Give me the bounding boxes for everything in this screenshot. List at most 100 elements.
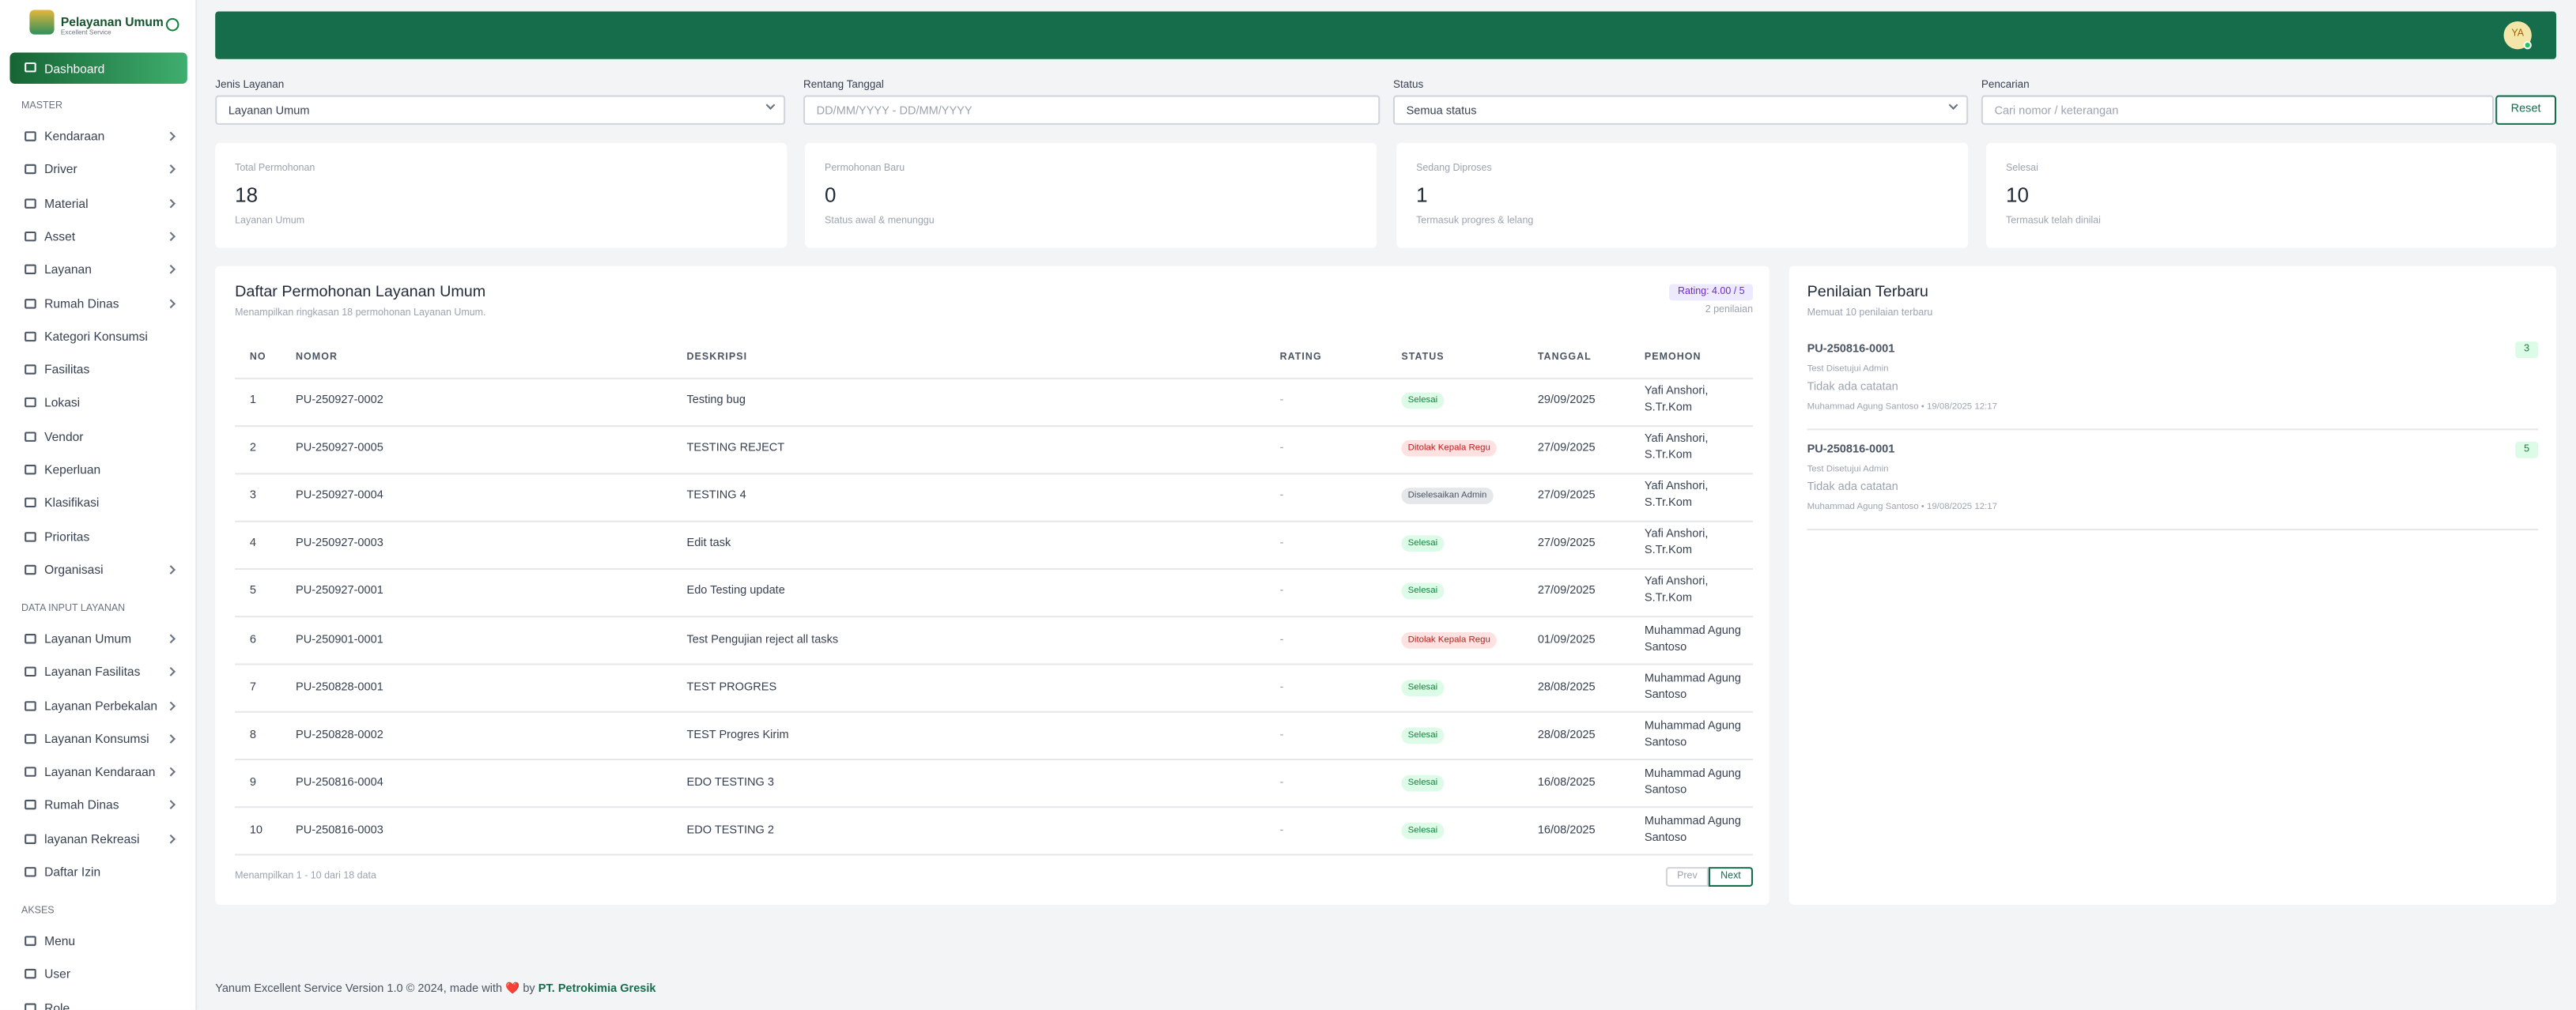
cell-deskripsi: TEST Progres Kirim — [686, 729, 789, 741]
chevron — [166, 198, 176, 208]
nav-label: Klasifikasi — [44, 496, 100, 511]
cell-nomor: PU-250901-0001 — [296, 634, 383, 646]
cell-no: 8 — [249, 729, 256, 741]
filter-value: Layanan Umum — [228, 104, 310, 117]
footer-link[interactable]: PT. Petrokimia Gresik — [538, 983, 656, 996]
cell-no: 5 — [249, 586, 256, 598]
cell-no: 7 — [249, 681, 256, 694]
nav-item[interactable]: layanan Rekreasi — [9, 823, 187, 853]
nav-item[interactable]: Rumah Dinas — [9, 288, 187, 318]
cell-deskripsi: Edo Testing update — [686, 586, 785, 598]
nav-item[interactable]: Layanan Umum — [9, 624, 187, 653]
nav-label: Layanan Kendaraan — [44, 764, 156, 780]
stat-note: Termasuk progres & lelang — [1416, 217, 1534, 227]
column-header: NOMOR — [296, 352, 338, 364]
nav-item[interactable]: Kendaraan — [9, 122, 187, 151]
stat-note: Termasuk telah dinilai — [2005, 217, 2101, 227]
nav-item[interactable]: Layanan — [9, 254, 187, 284]
nav-item[interactable]: Material — [9, 188, 187, 217]
nav-icon — [25, 331, 36, 341]
filter-input[interactable]: Semua status — [1392, 95, 1969, 125]
filter-label: Pencarian — [1981, 79, 2030, 92]
row-rule — [235, 759, 1754, 761]
nav-icon — [25, 498, 36, 508]
nav-item[interactable]: Vendor — [9, 421, 187, 450]
filter-input[interactable]: Cari nomor / keterangan — [1981, 95, 2495, 125]
nav-item[interactable]: Layanan Perbekalan — [9, 691, 187, 720]
nav-label: Kendaraan — [44, 129, 105, 144]
collapse-button[interactable] — [165, 17, 179, 32]
nav-icon — [25, 198, 36, 209]
nav-label: Layanan Konsumsi — [44, 731, 149, 746]
nav-label: Organisasi — [44, 562, 104, 578]
nav-item[interactable]: Driver — [9, 155, 187, 184]
rating-rule — [1807, 428, 2539, 431]
nav-icon — [25, 264, 36, 275]
nav-item[interactable]: Organisasi — [9, 555, 187, 584]
cell-tanggal: 01/09/2025 — [1537, 634, 1596, 646]
chevron — [765, 100, 776, 110]
column-header: TANGGAL — [1537, 352, 1592, 364]
nav-item[interactable]: Role — [9, 993, 187, 1010]
filter-label: Rentang Tanggal — [803, 79, 884, 92]
status-badge: Selesai — [1401, 535, 1445, 552]
cell-rating: - — [1279, 777, 1284, 789]
filter-input[interactable]: Layanan Umum — [215, 95, 786, 125]
nav-item[interactable]: Daftar Izin — [9, 857, 187, 887]
nav-label: Layanan Fasilitas — [44, 664, 141, 680]
cell-tanggal: 27/09/2025 — [1537, 538, 1596, 550]
status-badge: Selesai — [1401, 726, 1445, 744]
cell-no: 1 — [249, 394, 256, 407]
nav-item[interactable]: Layanan Konsumsi — [9, 724, 187, 753]
column-header: STATUS — [1401, 352, 1445, 364]
footer-text: Yanum Excellent Service Version 1.0 © 20… — [215, 983, 535, 996]
chevron — [166, 164, 176, 175]
nav-item[interactable]: Asset — [9, 221, 187, 251]
cell-rating: - — [1279, 824, 1284, 837]
filter-input[interactable]: DD/MM/YYYY - DD/MM/YYYY — [803, 95, 1381, 125]
nav-item[interactable]: Prioritas — [9, 522, 187, 551]
nav-item[interactable]: Klasifikasi — [9, 488, 187, 518]
cell-rating: - — [1279, 729, 1284, 741]
rating-score: 3 — [2515, 341, 2539, 358]
nav-item[interactable]: Layanan Kendaraan — [9, 757, 187, 786]
nav-label: User — [44, 967, 71, 982]
reset-button[interactable]: Reset — [2495, 95, 2557, 125]
nav-icon — [25, 969, 36, 979]
next-button[interactable]: Next — [1708, 867, 1754, 888]
nav-item[interactable]: Kategori Konsumsi — [9, 322, 187, 351]
nav-item[interactable]: Fasilitas — [9, 355, 187, 384]
nav-label: Dashboard — [44, 60, 105, 76]
chevron — [166, 634, 176, 643]
status-badge: Selesai — [1401, 822, 1445, 839]
status-badge: Selesai — [1401, 392, 1445, 409]
filter-label: Jenis Layanan — [215, 79, 285, 92]
nav-item[interactable]: Rumah Dinas — [9, 790, 187, 820]
prev-button[interactable]: Prev — [1665, 867, 1709, 888]
nav-icon — [25, 767, 36, 777]
cell-nomor: PU-250927-0004 — [296, 490, 383, 503]
status-badge: Selesai — [1401, 583, 1445, 601]
nav-item[interactable]: Layanan Fasilitas — [9, 658, 187, 687]
nav-item[interactable]: Menu — [9, 926, 187, 955]
nav-item[interactable]: User — [9, 959, 187, 989]
nav-icon — [25, 700, 36, 710]
status-badge: Diselesaikan Admin — [1401, 488, 1494, 505]
nav-active[interactable]: Dashboard — [9, 52, 187, 84]
nav-item[interactable]: Keperluan — [9, 455, 187, 484]
nav-item[interactable]: Lokasi — [9, 388, 187, 417]
row-rule — [235, 854, 1754, 857]
stat-label: Selesai — [2005, 164, 2038, 175]
row-rule — [235, 520, 1754, 522]
cell-tanggal: 28/08/2025 — [1537, 681, 1596, 694]
nav-icon — [25, 531, 36, 541]
chevron — [166, 667, 176, 677]
nav-icon — [25, 364, 36, 375]
nav-label: Material — [44, 195, 89, 211]
nav-section: AKSES — [21, 906, 55, 917]
card-title: Penilaian Terbaru — [1807, 283, 1928, 302]
brand: Pelayanan Umum — [60, 14, 164, 30]
cell-pemohon: Yafi Anshori, S.Tr.Kom — [1644, 386, 1709, 414]
cell-pemohon: Muhammad Agung Santoso — [1644, 767, 1741, 797]
